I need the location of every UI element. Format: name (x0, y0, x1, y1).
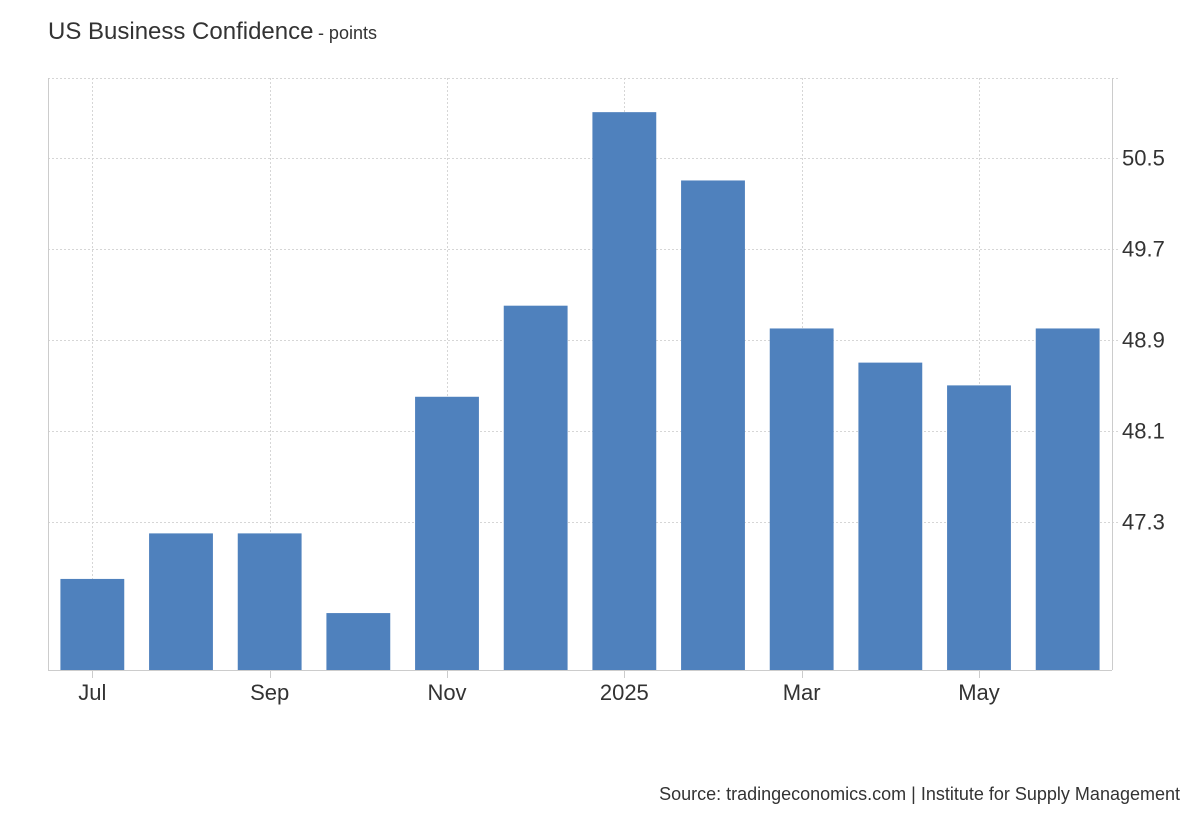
bar (769, 328, 834, 670)
bar (149, 533, 213, 670)
x-tick-label: Jul (78, 680, 106, 705)
y-tick-label: 50.5 (1122, 146, 1165, 171)
chart-title-text: US Business Confidence (48, 18, 314, 45)
y-tick-label: 48.1 (1122, 419, 1165, 444)
chart-unit-label: - points (317, 23, 377, 43)
bar (592, 112, 657, 670)
x-tick-label: 2025 (600, 680, 649, 705)
y-tick-label: 48.9 (1122, 328, 1165, 353)
source-caption: Source: tradingeconomics.com | Institute… (659, 784, 1180, 804)
bar (326, 613, 391, 670)
chart-title: US Business Confidence - points (48, 18, 377, 46)
bar (947, 385, 1011, 670)
y-tick-label: 47.3 (1122, 510, 1165, 535)
bar (60, 578, 125, 670)
bar (681, 180, 745, 670)
x-tick-label: May (958, 680, 1000, 705)
bar (237, 533, 302, 670)
bar (415, 396, 479, 670)
bar (858, 362, 923, 670)
bar (503, 305, 568, 670)
x-tick-label: Sep (250, 680, 289, 705)
x-tick-label: Nov (427, 680, 466, 705)
x-tick-label: Mar (783, 680, 821, 705)
y-tick-label: 49.7 (1122, 237, 1165, 262)
bar (1035, 328, 1100, 670)
